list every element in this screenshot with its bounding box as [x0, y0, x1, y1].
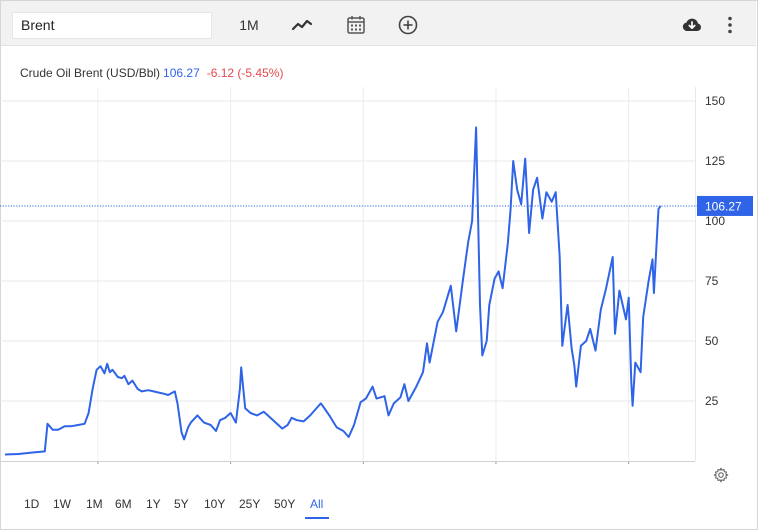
y-tick-label: 75 [705, 274, 719, 288]
range-6m[interactable]: 6M [115, 497, 132, 511]
chart-grid [0, 87, 695, 461]
legend-change: -6.12 (-5.45%) [206, 66, 284, 80]
download-icon[interactable] [680, 13, 704, 37]
price-chart[interactable]: 25 50 75 100 125 150 19801990200020102020 106… [0, 46, 758, 464]
range-1d[interactable]: 1D [24, 497, 40, 511]
y-tick-label: 125 [705, 154, 725, 168]
y-tick-label: 150 [705, 94, 725, 108]
legend-price: 106.27 [163, 66, 200, 80]
y-tick-label: 25 [705, 394, 719, 408]
y-axis: 25 50 75 100 125 150 [695, 87, 725, 461]
settings-gear-icon[interactable] [712, 466, 730, 484]
chart-legend: Crude Oil Brent (USD/Bbl) 106.27 -6.12 (-5… [20, 66, 283, 80]
price-series-line [4, 126, 662, 456]
range-1y[interactable]: 1Y [146, 497, 161, 511]
last-price-badge-bg [697, 195, 753, 216]
range-10y[interactable]: 10Y [204, 497, 226, 511]
calendar-icon[interactable] [344, 13, 368, 37]
legend-instrument-name: Crude Oil Brent (USD/Bbl) [20, 66, 161, 80]
range-5y[interactable]: 5Y [174, 497, 189, 511]
y-tick-label: 100 [705, 214, 725, 228]
range-25y[interactable]: 25Y [239, 497, 261, 511]
add-compare-icon[interactable] [396, 13, 420, 37]
time-range-bar: 1D 1W 1M 6M 1Y 5Y 10Y 25Y 50Y All [0, 491, 758, 519]
line-style-icon[interactable] [290, 13, 314, 37]
symbol-search-input[interactable]: Brent [12, 12, 212, 39]
active-range-indicator [305, 517, 329, 519]
range-1m[interactable]: 1M [86, 497, 103, 511]
more-vert-icon[interactable] [718, 13, 742, 37]
range-1w[interactable]: 1W [53, 497, 71, 511]
toolbar: Brent 1M [1, 1, 756, 46]
range-50y[interactable]: 50Y [274, 497, 296, 511]
last-price-badge-label: 106.27 [705, 199, 742, 213]
range-all[interactable]: All [310, 497, 324, 511]
interval-button[interactable]: 1M [239, 17, 259, 33]
x-axis: 19801990200020102020 [0, 461, 695, 464]
y-tick-label: 50 [705, 334, 719, 348]
last-price-badge: 106.27 [697, 195, 753, 216]
